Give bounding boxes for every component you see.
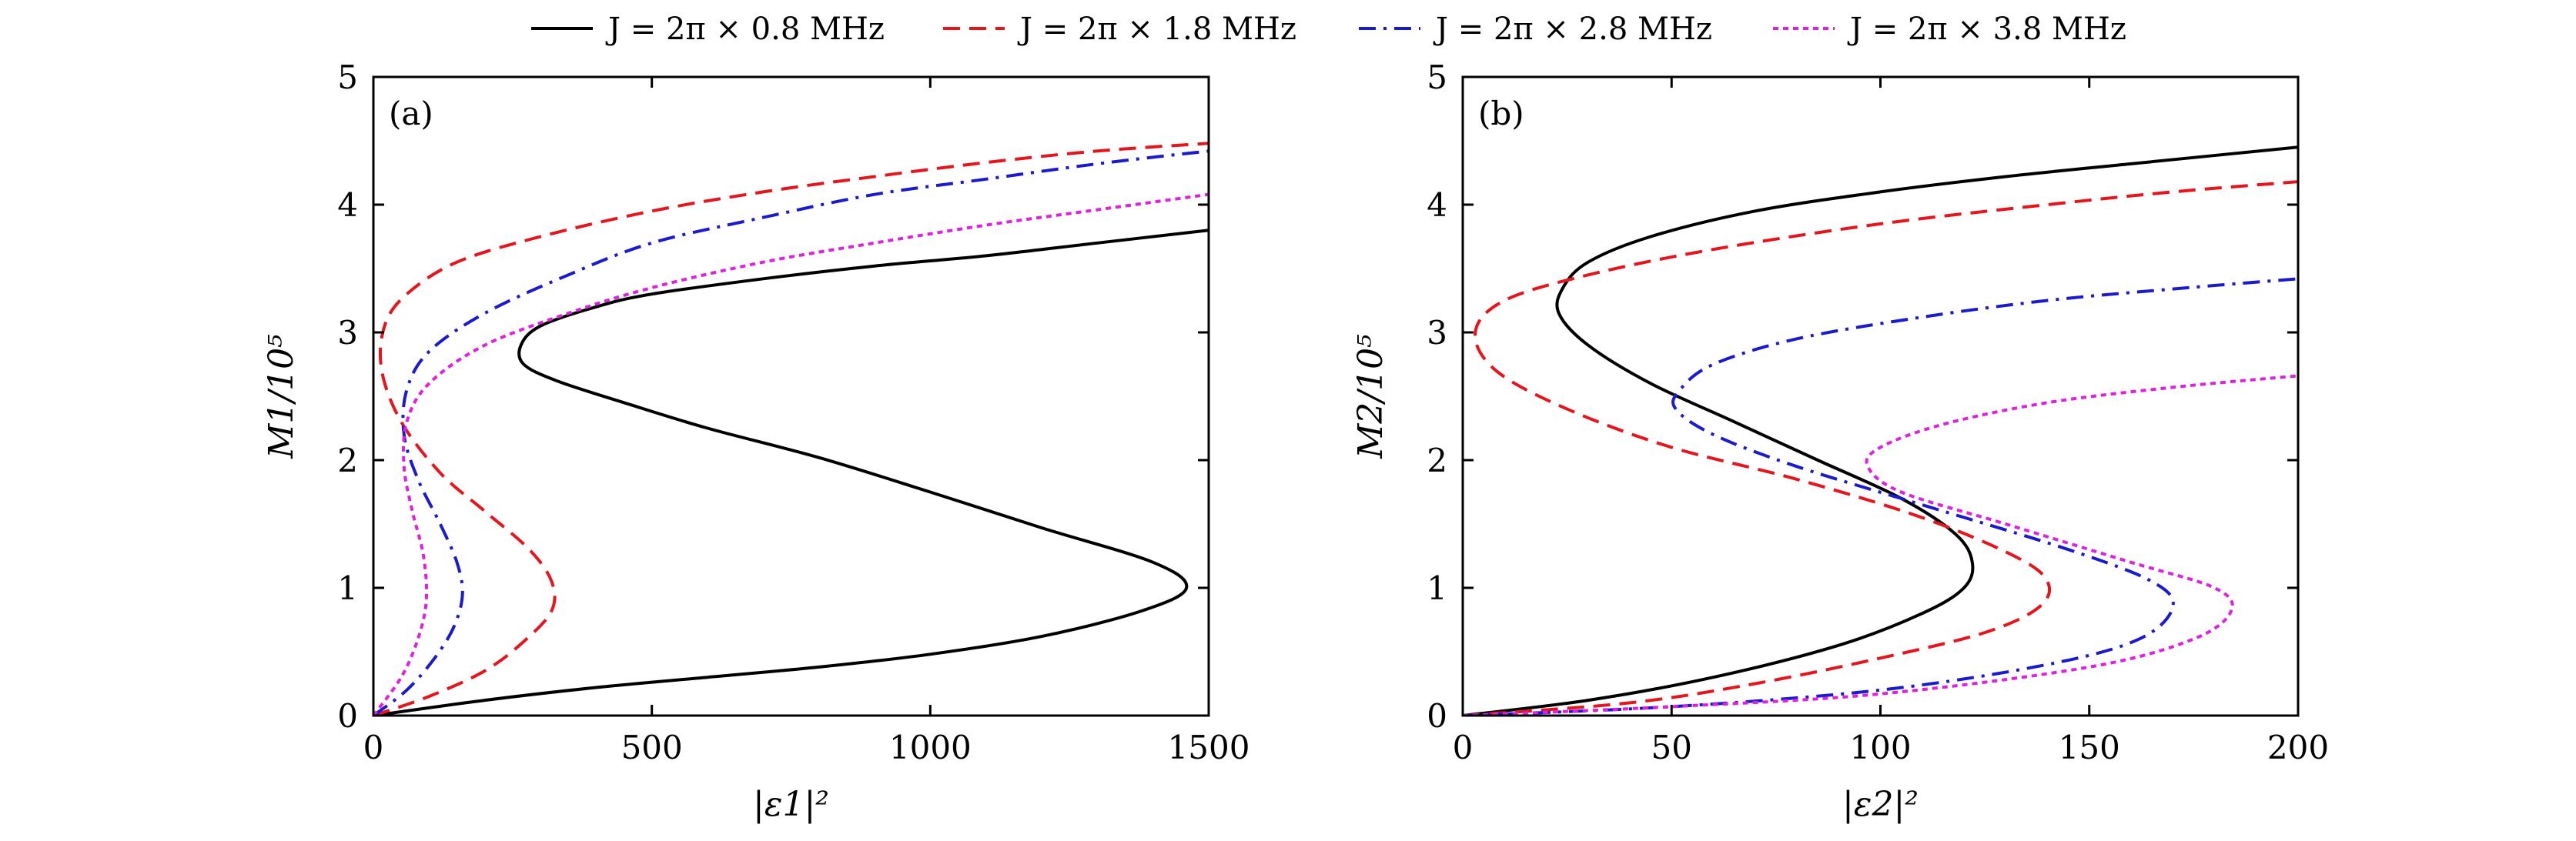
series-line-4 (373, 192, 1209, 716)
y-axis-label: M2/10⁵ (1351, 334, 1390, 459)
y-tick-label: 5 (1427, 58, 1447, 96)
series-group (1463, 145, 2298, 716)
series-line-2 (1463, 180, 2298, 716)
x-tick-label: 200 (2267, 729, 2329, 766)
legend-label: J = 2π × 0.8 MHz (605, 12, 885, 47)
y-tick-label: 5 (337, 58, 358, 96)
y-tick-label: 0 (337, 697, 358, 735)
legend-label: J = 2π × 1.8 MHz (1017, 12, 1296, 47)
y-tick-label: 0 (1427, 697, 1447, 735)
y-tick-label: 4 (1427, 186, 1447, 224)
y-tick-label: 3 (1427, 314, 1447, 352)
x-tick-label: 1000 (889, 729, 972, 766)
series-line-1 (373, 229, 1209, 716)
legend-entry: J = 2π × 0.8 MHz (531, 12, 885, 47)
legend-label: J = 2π × 2.8 MHz (1433, 12, 1712, 47)
series-line-3 (373, 149, 1209, 716)
panel-a: 0 500 1000 1500 0 1 2 3 4 5 (a) |ε1|² M1/10⁵ (262, 58, 1250, 824)
x-axis-label: |ε2|² (1842, 785, 1919, 824)
panel-tag: (b) (1478, 95, 1524, 132)
x-tick-label: 100 (1849, 729, 1911, 766)
legend-label: J = 2π × 3.8 MHz (1847, 12, 2126, 47)
legend: J = 2π × 0.8 MHz J = 2π × 1.8 MHz J = 2π ×… (531, 12, 2126, 47)
y-tick-label: 3 (337, 314, 358, 352)
x-tick-label: 500 (621, 729, 683, 766)
y-tick-label: 2 (1427, 442, 1447, 479)
series-group (373, 142, 1209, 716)
legend-entry: J = 2π × 2.8 MHz (1359, 12, 1712, 47)
y-tick-label: 1 (337, 569, 358, 607)
series-line-3 (1463, 277, 2298, 716)
x-axis-label: |ε1|² (753, 785, 829, 824)
y-tick-label: 1 (1427, 569, 1447, 607)
series-line-4 (1463, 374, 2298, 716)
legend-entry: J = 2π × 3.8 MHz (1773, 12, 2126, 47)
x-tick-label: 0 (1453, 729, 1474, 766)
y-tick-label: 4 (337, 186, 358, 224)
panel-b: 0 50 100 150 200 0 1 2 3 4 5 (b) |ε2|² M2/10⁵ (1351, 58, 2329, 824)
panel-tag: (a) (389, 95, 433, 132)
series-line-1 (1463, 145, 2298, 716)
plot-frame (372, 75, 1210, 717)
x-tick-label: 50 (1651, 729, 1692, 766)
legend-entry: J = 2π × 1.8 MHz (943, 12, 1296, 47)
plot-frame (1461, 75, 2300, 717)
series-line-2 (373, 142, 1209, 716)
x-tick-label: 1500 (1168, 729, 1250, 766)
y-axis-label: M1/10⁵ (262, 334, 301, 459)
y-tick-label: 2 (337, 442, 358, 479)
x-tick-label: 0 (363, 729, 384, 766)
x-tick-label: 150 (2059, 729, 2120, 766)
